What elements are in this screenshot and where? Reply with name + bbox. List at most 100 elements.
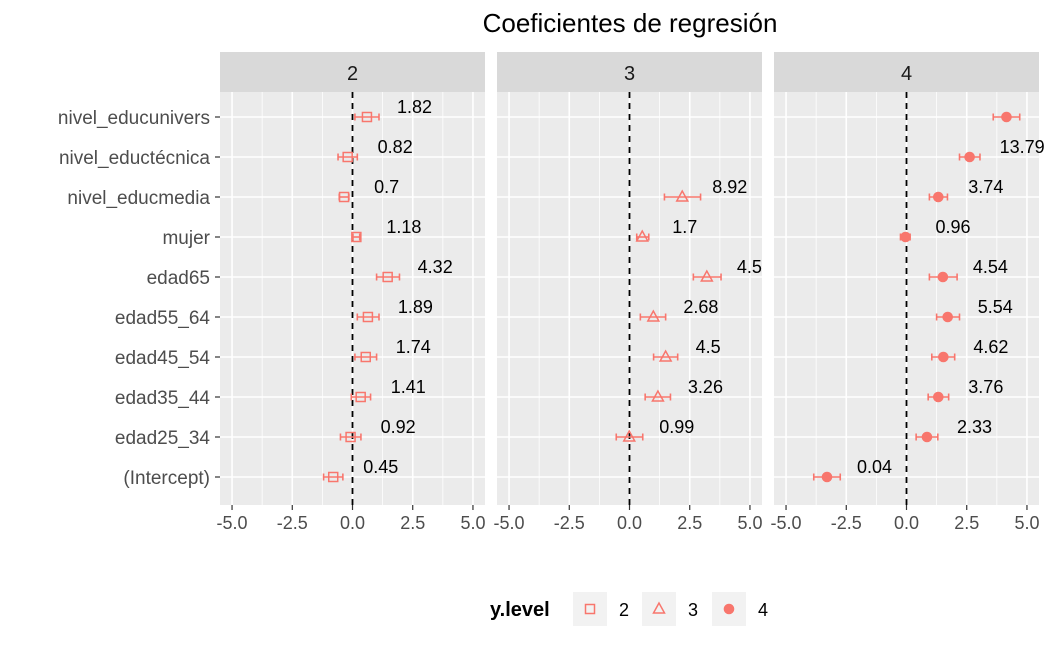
data-label: 0.92 — [381, 417, 416, 437]
data-point: 8.92 — [663, 177, 747, 202]
x-tick-label: 5.0 — [737, 513, 762, 533]
point-marker — [355, 391, 366, 403]
data-label: 3.74 — [968, 177, 1003, 197]
facet-panel-3: 3 -5.0 -2.5 0.0 2.5 5.0 8.92 1.7 4.5 2.68 4.5 3.26 0… — [494, 52, 762, 533]
point-marker — [938, 351, 949, 363]
data-label: 4.62 — [973, 337, 1008, 357]
data-label: 5.54 — [978, 297, 1013, 317]
facet-panel-4: 4 -5.0 -2.5 0.0 2.5 5.0 13.79 3.74 0.964.54 5.54 4… — [771, 52, 1045, 533]
x-tick-label: 0.0 — [340, 513, 365, 533]
data-point: 4.62 — [930, 337, 1008, 363]
data-label: 1.89 — [398, 297, 433, 317]
data-label: 4.5 — [737, 257, 762, 277]
point-marker — [675, 189, 690, 202]
y-tick-label: edad35_44 — [115, 388, 211, 409]
data-label: 2.68 — [683, 297, 718, 317]
data-point — [992, 111, 1021, 123]
legend-entry-4: 4 — [712, 592, 768, 626]
data-point: 4.5 — [652, 337, 721, 362]
facet-strip — [774, 52, 1039, 92]
point-marker — [1001, 111, 1012, 123]
point-marker — [360, 351, 371, 363]
legend-key — [642, 592, 676, 626]
data-label: 13.79 — [1000, 137, 1045, 157]
point-marker — [651, 389, 665, 402]
point-marker — [338, 191, 350, 203]
x-tick-label: -2.5 — [554, 513, 585, 533]
y-tick-label: nivel_educunivers — [58, 108, 210, 129]
point-marker — [342, 151, 353, 163]
facet-panel-2: 2 -5.0 -2.5 0.0 2.5 5.0 1.82 0.82 0.7 1.18 4.32 1.8… — [217, 52, 485, 533]
data-point: 3.26 — [644, 377, 723, 402]
y-tick-label: edad55_64 — [115, 308, 211, 329]
facet-strip — [220, 52, 485, 92]
facet-strip-label: 2 — [347, 63, 358, 85]
data-point: 0.45 — [322, 457, 398, 483]
data-label: 4.32 — [418, 257, 453, 277]
point-marker — [646, 309, 661, 322]
point-marker — [942, 311, 953, 323]
data-label: 1.82 — [397, 97, 432, 117]
point-marker — [933, 191, 944, 203]
point-marker — [700, 269, 714, 282]
chart-title: Coeficientes de regresión — [483, 8, 778, 38]
data-point: 4.54 — [928, 257, 1008, 283]
x-tick-label: 5.0 — [460, 513, 485, 533]
data-point: 0.99 — [615, 417, 694, 442]
data-label: 3.26 — [688, 377, 723, 397]
data-point: 1.89 — [356, 297, 433, 323]
point-marker — [635, 229, 650, 242]
y-tick-label: nivel_educmedia — [67, 188, 210, 209]
y-axis: nivel_educunivers nivel_eductécnica nivel_… — [58, 108, 220, 489]
data-label: 3.76 — [968, 377, 1003, 397]
point-marker — [933, 391, 944, 403]
data-point: 4.32 — [375, 257, 453, 283]
point-marker — [327, 471, 339, 483]
legend: y.level 2 3 4 — [490, 592, 768, 626]
point-marker — [351, 231, 362, 243]
data-label: 0.99 — [659, 417, 694, 437]
data-label: 0.7 — [374, 177, 399, 197]
data-point: 1.74 — [354, 337, 431, 363]
point-marker — [362, 311, 374, 323]
data-point: 3.74 — [928, 177, 1003, 203]
facet-strip-label: 4 — [901, 63, 912, 85]
data-point: 3.76 — [927, 377, 1003, 403]
x-tick-label: -2.5 — [831, 513, 862, 533]
data-label: 1.7 — [672, 217, 697, 237]
data-label: 1.41 — [391, 377, 426, 397]
data-point: 0.96 — [899, 217, 971, 243]
y-tick-label: nivel_eductécnica — [59, 148, 210, 169]
x-tick-label: -5.0 — [494, 513, 525, 533]
point-marker — [921, 431, 933, 443]
point-marker — [900, 231, 911, 243]
data-label: 0.82 — [378, 137, 413, 157]
x-tick-label: 2.5 — [677, 513, 702, 533]
legend-title: y.level — [490, 599, 550, 621]
data-label: 4.54 — [973, 257, 1008, 277]
y-tick-label: edad65 — [147, 268, 210, 289]
point-marker — [361, 111, 373, 123]
x-tick-label: -5.0 — [771, 513, 802, 533]
x-tick-label: -2.5 — [277, 513, 308, 533]
data-label: 0.04 — [857, 457, 892, 477]
data-label: 0.96 — [936, 217, 971, 237]
facet-strip — [497, 52, 762, 92]
data-label: 4.5 — [696, 337, 721, 357]
x-tick-label: 2.5 — [400, 513, 425, 533]
data-point: 1.41 — [350, 377, 426, 403]
data-point: 1.7 — [635, 217, 697, 242]
data-point: 4.5 — [692, 257, 762, 282]
point-marker — [658, 349, 673, 362]
facet-strip-label: 3 — [624, 63, 635, 85]
data-point: 13.79 — [958, 137, 1045, 163]
point-marker — [937, 271, 949, 283]
data-label: 1.74 — [396, 337, 431, 357]
y-tick-label: mujer — [162, 228, 210, 249]
data-label: 1.18 — [386, 217, 421, 237]
legend-entry-3: 3 — [642, 592, 698, 626]
data-point: 2.33 — [915, 417, 992, 443]
point-marker — [622, 429, 637, 442]
x-tick-label: 0.0 — [617, 513, 642, 533]
data-point: 0.04 — [812, 457, 892, 483]
